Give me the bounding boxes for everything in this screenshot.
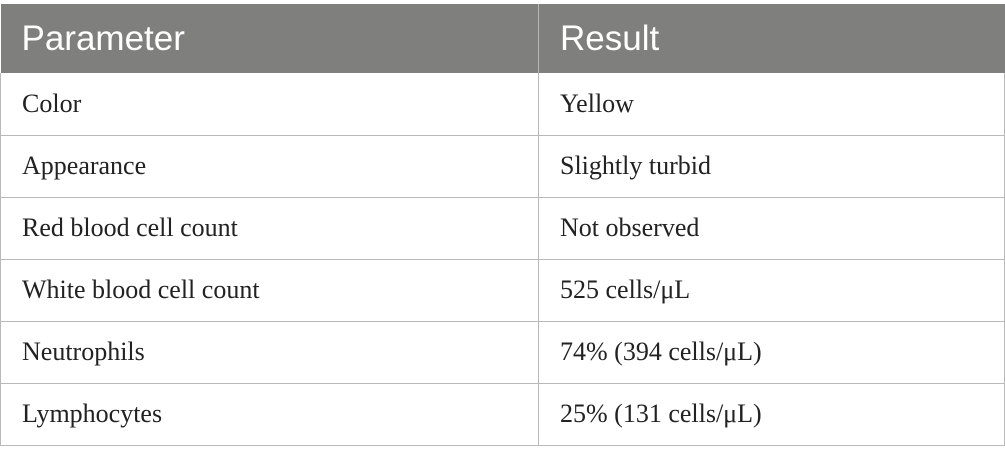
result-cell: Slightly turbid	[538, 135, 1005, 198]
table-row: Neutrophils 74% (394 cells/μL)	[0, 321, 1005, 384]
table-row: Red blood cell count Not observed	[0, 197, 1005, 260]
table-header: Parameter Result	[0, 4, 1005, 73]
result-cell: Not observed	[538, 197, 1005, 260]
result-cell: 25% (131 cells/μL)	[538, 383, 1005, 446]
header-parameter: Parameter	[0, 4, 539, 73]
result-cell: 525 cells/μL	[538, 259, 1005, 322]
header-result: Result	[538, 4, 1005, 73]
results-table: Parameter Result Color Yellow Appearance…	[0, 4, 1005, 446]
table-body: Color Yellow Appearance Slightly turbid …	[0, 73, 1005, 446]
parameter-cell: Appearance	[0, 135, 539, 198]
parameter-cell: Color	[0, 73, 539, 136]
table-row: Color Yellow	[0, 73, 1005, 136]
table-row: White blood cell count 525 cells/μL	[0, 259, 1005, 322]
parameter-cell: Lymphocytes	[0, 383, 539, 446]
parameter-cell: White blood cell count	[0, 259, 539, 322]
parameter-cell: Red blood cell count	[0, 197, 539, 260]
result-cell: Yellow	[538, 73, 1005, 136]
header-row: Parameter Result	[0, 4, 1005, 73]
parameter-cell: Neutrophils	[0, 321, 539, 384]
table-row: Lymphocytes 25% (131 cells/μL)	[0, 383, 1005, 446]
result-cell: 74% (394 cells/μL)	[538, 321, 1005, 384]
table-row: Appearance Slightly turbid	[0, 135, 1005, 198]
